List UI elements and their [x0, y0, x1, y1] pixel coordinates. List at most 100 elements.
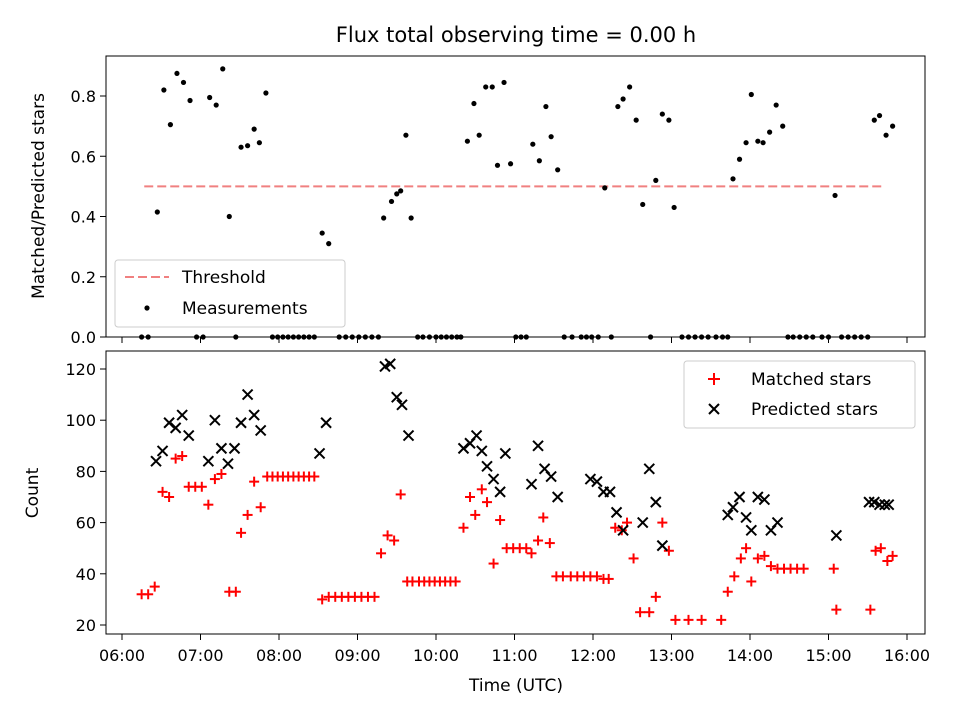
predicted-star-point [202, 455, 215, 467]
predicted-star-point [494, 486, 506, 498]
matched-star-point [376, 548, 387, 559]
matched-star-point [149, 581, 160, 592]
measurement-point [767, 129, 773, 135]
bottom-y-tick-label: 20 [76, 616, 96, 635]
predicted-star-point [745, 524, 758, 536]
matched-star-point [635, 607, 646, 618]
measurement-point [381, 215, 387, 221]
predicted-star-point [248, 409, 260, 421]
measurement-point [555, 167, 561, 173]
predicted-star-point [487, 473, 500, 485]
matched-star-point [458, 522, 469, 533]
predicted-star-point [591, 475, 603, 488]
measurement-point [755, 138, 761, 144]
measurement-point [548, 134, 554, 140]
matched-star-point [696, 614, 707, 625]
measurement-point [464, 138, 470, 144]
predicted-star-point [525, 478, 538, 490]
measurement-point [174, 70, 180, 77]
measurement-point [530, 141, 536, 147]
predicted-star-point [771, 516, 784, 529]
matched-star-point [741, 543, 752, 554]
measurement-point [238, 144, 244, 150]
measurement-point [743, 140, 749, 146]
measurement-point [620, 96, 626, 102]
measurement-point [256, 140, 262, 146]
matched-star-point [476, 484, 487, 495]
matched-star-point [317, 594, 328, 605]
bottom-legend-box [683, 360, 916, 429]
top-y-tick-label: 0.4 [71, 208, 96, 227]
predicted-star-point [604, 486, 616, 498]
measurement-point [326, 241, 332, 247]
measurement-point [507, 161, 514, 167]
predicted-star-point [740, 511, 752, 524]
measurement-point [627, 84, 633, 90]
measurement-point [748, 91, 754, 98]
predicted-star-point [532, 440, 544, 452]
measurement-point [220, 66, 226, 72]
predicted-star-point [733, 491, 746, 503]
measurement-point [760, 140, 766, 146]
measurement-point [730, 176, 736, 182]
bottom-y-ticks: 20 40 60 80 100 120 [65, 360, 106, 635]
predicted-star-point [235, 417, 247, 429]
matched-star-point [716, 614, 727, 625]
matched-star-point [610, 522, 621, 533]
predicted-star-point [183, 429, 195, 442]
matched-star-point [538, 512, 549, 523]
matched-star-point [196, 481, 207, 492]
matched-star-point [882, 556, 893, 566]
predicted-star-point [879, 498, 891, 511]
matched-star-point [382, 530, 393, 541]
matched-star-point [887, 550, 898, 561]
measurement-point [736, 156, 743, 162]
predicted-star-point [313, 447, 326, 460]
predicted-star-point [650, 496, 662, 508]
measurement-point [876, 112, 883, 119]
bottom-x-ticks: 06:00 07:00 08:00 09:00 10:00 11:00 12:00 13:00… [99, 634, 930, 665]
measurement-point [154, 209, 160, 215]
predicted-star-point [637, 516, 649, 529]
matched-star-point [521, 543, 532, 554]
predicted-star-point [384, 358, 396, 370]
predicted-star-point [391, 391, 403, 403]
predicted-star-point [222, 458, 234, 470]
threshold-legend-label: Threshold [181, 268, 266, 288]
matched-star-point [216, 468, 227, 479]
measurement-point [883, 132, 889, 138]
x-axis-label: Time (UTC) [468, 676, 563, 696]
matched-star-point [591, 571, 602, 582]
top-legend: Threshold Measurements [114, 259, 346, 328]
measurement-point [671, 204, 677, 211]
matched-star-point [309, 471, 320, 482]
predicted-star-point [727, 501, 739, 513]
predicted-star-point [758, 493, 771, 506]
measurement-point [207, 94, 213, 101]
measurement-point [640, 201, 646, 208]
measurement-point [536, 158, 542, 164]
measurement-point [890, 123, 896, 129]
measurement-point [780, 123, 786, 129]
predicted-star-point [551, 491, 564, 503]
matched-star-point [683, 614, 694, 625]
top-axes-frame [105, 55, 926, 338]
measurement-point [213, 102, 219, 108]
bottom-panel: 20 40 60 80 100 120 06:00 07:00 08:00 09:00 10:00… [23, 350, 930, 696]
matched-star-point [657, 517, 668, 528]
predicted-legend-swatch [708, 403, 720, 415]
predicted-star-point [882, 498, 895, 511]
matched-star-point [230, 586, 241, 597]
predicted-star-point [396, 399, 408, 411]
measurement-point [633, 117, 639, 123]
matched-star-point [395, 489, 406, 500]
x-tick-label: 06:00 [99, 646, 145, 665]
measurement-point [398, 188, 404, 194]
top-y-tick-label: 0.6 [71, 147, 96, 166]
bottom-axes-frame [105, 350, 926, 635]
x-tick-label: 09:00 [334, 646, 380, 665]
predicted-star-point [163, 417, 175, 429]
predicted-star-point [643, 463, 655, 475]
matched-star-point [389, 535, 400, 546]
matched-star-point [765, 561, 776, 572]
